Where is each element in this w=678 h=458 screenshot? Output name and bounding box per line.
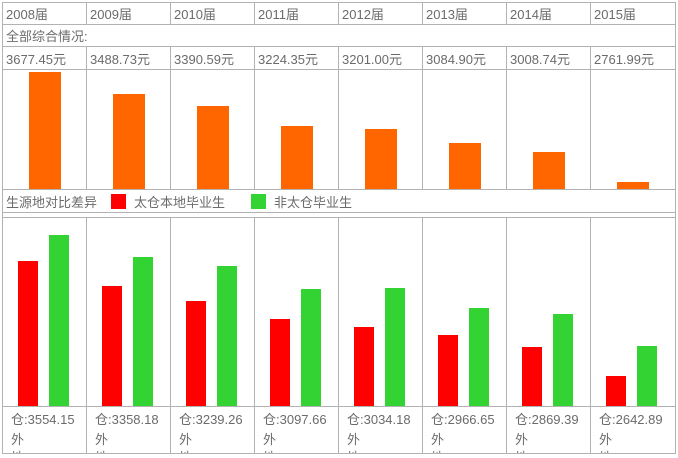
chart-cell: [507, 70, 591, 189]
nonlocal-value: 外地:3520.03: [179, 432, 243, 453]
local-bar: [186, 300, 206, 406]
nonlocal-bar: [133, 257, 153, 406]
overall-value: 3201.00元: [339, 47, 423, 69]
year-header: 2008届: [3, 3, 87, 24]
year-header: 2011届: [255, 3, 339, 24]
chart-cell: [591, 70, 675, 189]
overall-values-row: 3677.45元 3488.73元 3390.59元 3224.35元 3201…: [3, 46, 675, 69]
year-header: 2014届: [507, 3, 591, 24]
comparison-values-cell: 太仓:3034.18 外地:3341.26: [339, 407, 423, 453]
overall-bar-chart: [3, 69, 675, 189]
chart-cell: [171, 218, 255, 406]
overall-section-label: 全部综合情况:: [3, 24, 675, 46]
overall-bar: [196, 106, 229, 189]
local-bar: [354, 326, 374, 406]
nonlocal-legend-swatch: [251, 193, 267, 209]
local-value: 太仓:3034.18: [347, 407, 411, 427]
comparison-values-cell: 太仓:2966.65 外地:3179.83: [423, 407, 507, 453]
local-bar: [438, 334, 458, 406]
chart-cell: [255, 218, 339, 406]
nonlocal-value: 外地:3179.83: [431, 432, 495, 453]
overall-value: 3224.35元: [255, 47, 339, 69]
overall-bar: [532, 151, 565, 189]
local-value: 太仓:2642.89: [599, 407, 663, 427]
local-legend-swatch: [111, 193, 127, 209]
comparison-bar-chart: [3, 217, 675, 406]
overall-value: 2761.99元: [594, 51, 654, 67]
comparison-values-cell: 太仓:3358.18 外地:3585.42: [87, 407, 171, 453]
chart-cell: [591, 218, 675, 406]
spacer-row: [3, 212, 675, 217]
chart-cell: [87, 218, 171, 406]
nonlocal-value: 外地:3336.03: [263, 432, 327, 453]
overall-value: 3677.45元: [3, 47, 87, 69]
local-value: 太仓:3554.15: [11, 407, 75, 427]
nonlocal-bar: [217, 265, 237, 406]
chart-cell: [171, 70, 255, 189]
local-value: 太仓:3358.18: [95, 407, 159, 427]
chart-cell: [3, 70, 87, 189]
overall-bar: [364, 128, 397, 189]
nonlocal-value: 外地:3767.53: [11, 432, 75, 453]
nonlocal-value: 外地:3585.42: [95, 432, 159, 453]
local-bar: [522, 347, 542, 406]
legend-row: 生源地对比差异 太仓本地毕业生 非太仓毕业生: [3, 189, 675, 212]
local-bar: [270, 318, 290, 406]
nonlocal-value: 外地:3132.57: [515, 432, 579, 453]
comparison-values-cell: 太仓:2642.89 外地:2880.94: [591, 407, 675, 453]
nonlocal-bar: [637, 345, 657, 406]
local-bar: [18, 261, 38, 406]
overall-value: 3488.73元: [87, 47, 171, 69]
local-value: 太仓:3239.26: [179, 407, 243, 427]
overall-bar: [617, 181, 649, 189]
chart-cell: [339, 70, 423, 189]
local-bar: [606, 375, 626, 406]
year-header: 2013届: [423, 3, 507, 24]
overall-bar: [448, 142, 481, 189]
nonlocal-bar: [385, 288, 405, 406]
chart-cell: [507, 218, 591, 406]
overall-value: 3390.59元: [171, 47, 255, 69]
comparison-values-row: 太仓:3554.15 外地:3767.53 太仓:3358.18 外地:3585…: [3, 406, 675, 453]
year-header: 2009届: [87, 3, 171, 24]
year-header: 2010届: [171, 3, 255, 24]
chart-cell: [255, 70, 339, 189]
local-bar: [102, 285, 122, 406]
local-value: 太仓:3097.66: [263, 407, 327, 427]
nonlocal-bar: [469, 308, 489, 406]
overall-bar: [112, 94, 145, 189]
comparison-values-cell: 太仓:3554.15 外地:3767.53: [3, 407, 87, 453]
year-header: 2012届: [339, 3, 423, 24]
comparison-values-cell: 太仓:3097.66 外地:3336.03: [255, 407, 339, 453]
nonlocal-legend-label: 非太仓毕业生: [274, 194, 353, 210]
year-header: 2015届: [594, 7, 636, 22]
overall-value: 3084.90元: [423, 47, 507, 69]
nonlocal-bar: [301, 288, 321, 406]
comparison-values-cell: 太仓:2869.39 外地:3132.57: [507, 407, 591, 453]
chart-cell: [87, 70, 171, 189]
overall-value: 3008.74元: [507, 47, 591, 69]
nonlocal-bar: [49, 234, 69, 406]
chart-cell: [423, 218, 507, 406]
chart-cell: [339, 218, 423, 406]
overall-bar: [280, 125, 313, 189]
nonlocal-value: 外地:3341.26: [347, 432, 411, 453]
local-legend-label: 太仓本地毕业生: [134, 194, 226, 210]
local-value: 太仓:2869.39: [515, 407, 579, 427]
nonlocal-bar: [553, 314, 573, 406]
chart-cell: [3, 218, 87, 406]
comparison-values-cell: 太仓:3239.26 外地:3520.03: [171, 407, 255, 453]
compare-section-label: 生源地对比差异: [6, 194, 98, 210]
chart-cell: [423, 70, 507, 189]
overall-bar: [28, 71, 61, 189]
local-value: 太仓:2966.65: [431, 407, 495, 427]
nonlocal-value: 外地:2880.94: [599, 432, 663, 453]
year-header-row: 2008届 2009届 2010届 2011届 2012届 2013届 2014…: [3, 3, 675, 24]
